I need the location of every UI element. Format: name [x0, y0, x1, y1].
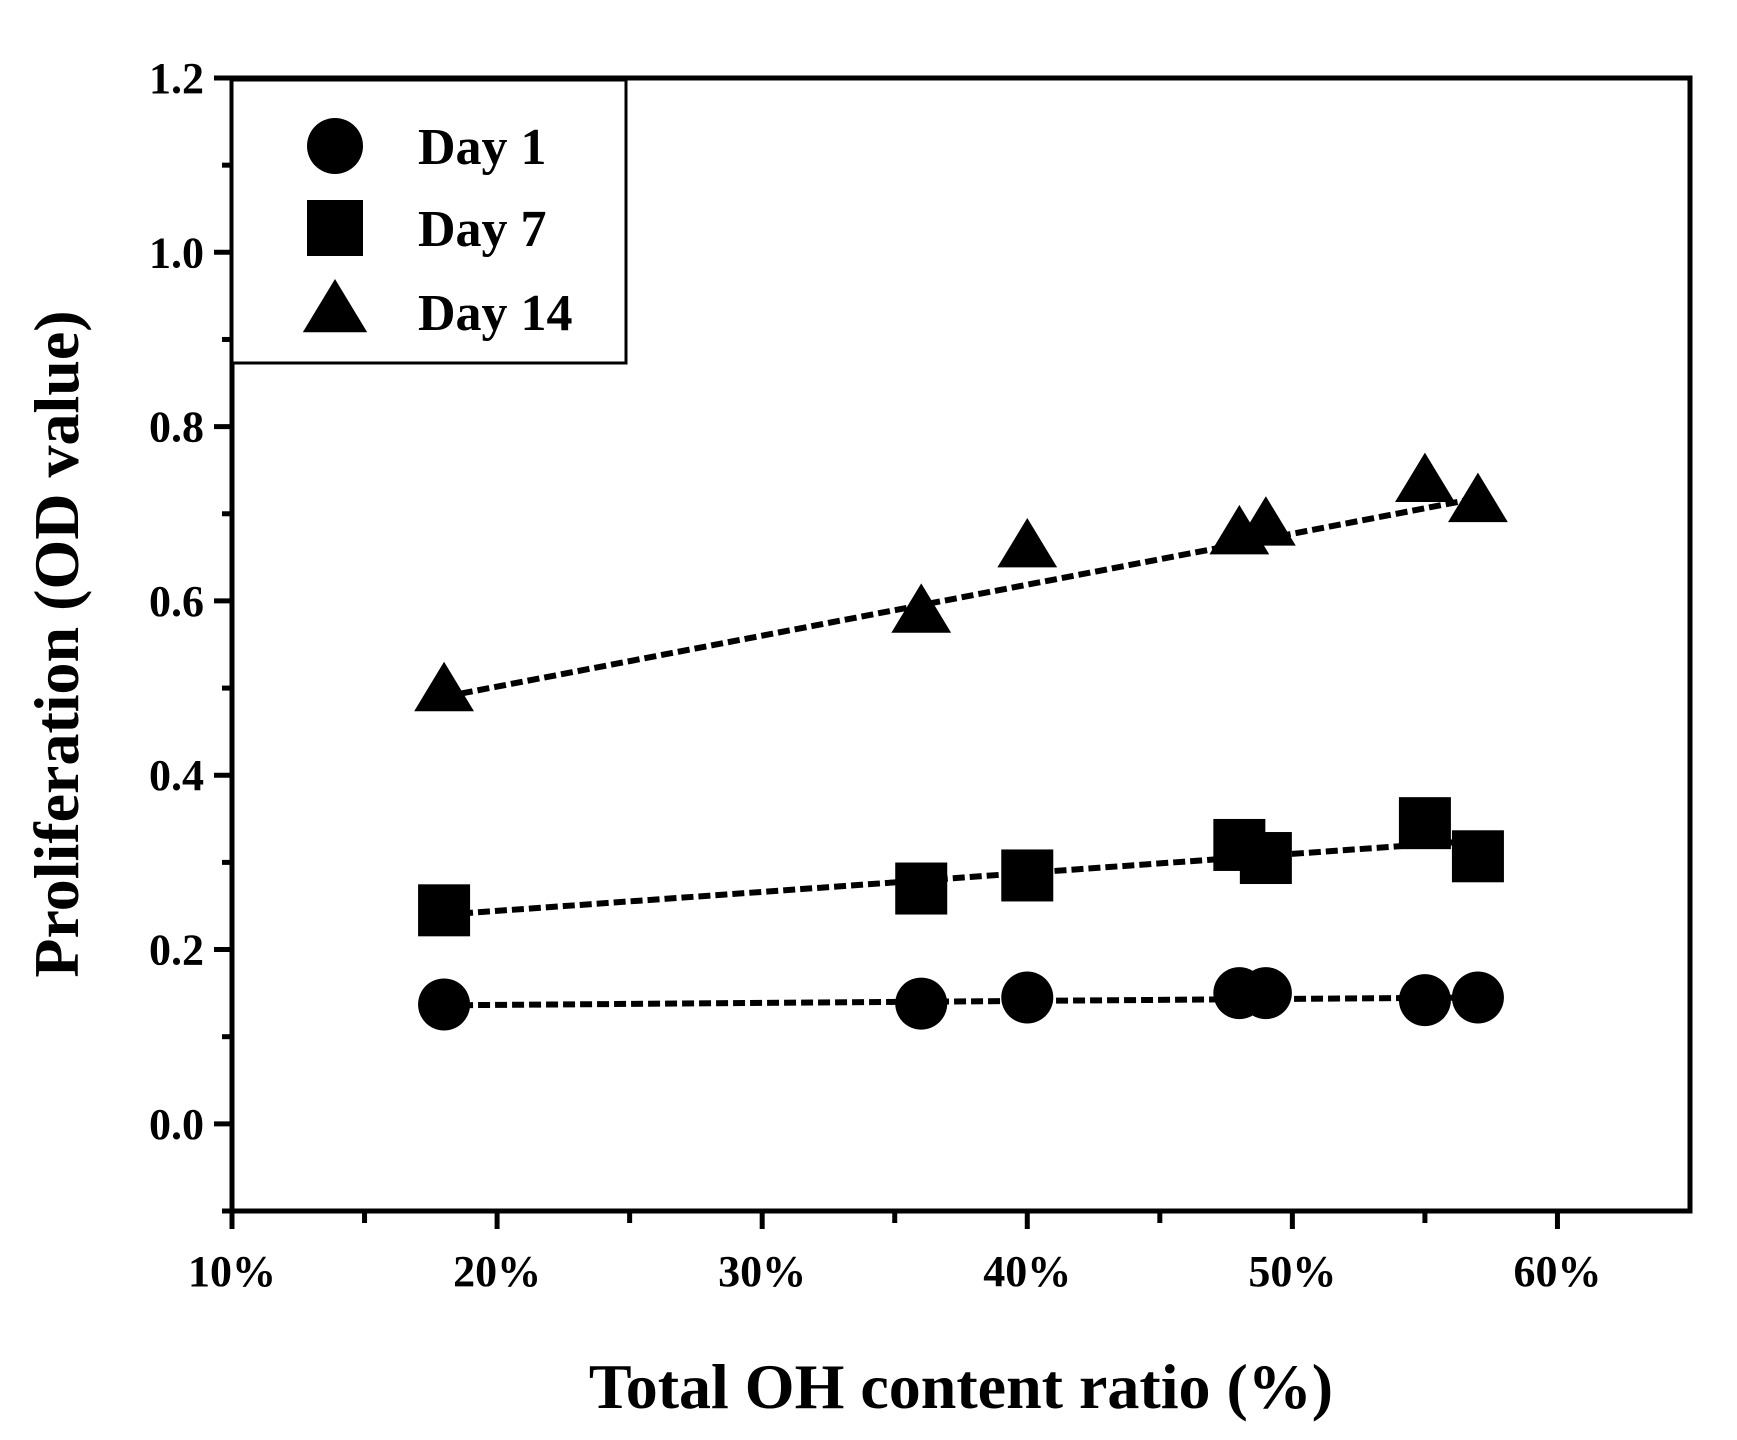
- y-tick-label: 1.2: [149, 54, 204, 103]
- y-tick-label: 1.0: [149, 228, 204, 277]
- y-axis-ticks: 0.0 0.2 0.4 0.6 0.8 1.0 1.2: [149, 54, 232, 1214]
- point-day-7: [1398, 797, 1451, 850]
- fit-line-day-14: [443, 495, 1479, 700]
- point-day-7: [1001, 849, 1054, 902]
- x-tick-label: 50%: [1248, 1247, 1336, 1296]
- legend-label-day-7: Day 7: [418, 201, 547, 258]
- point-day-1: [1239, 967, 1292, 1020]
- point-day-14: [1395, 452, 1455, 503]
- fit-line-day-1: [444, 994, 1478, 1009]
- x-tick-label: 30%: [718, 1247, 806, 1296]
- point-day-14: [891, 583, 952, 633]
- y-tick-label: 0.8: [149, 403, 204, 452]
- point-day-14: [1448, 472, 1508, 523]
- legend-label-day-14: Day 14: [418, 285, 573, 342]
- point-day-14: [997, 518, 1058, 568]
- legend: Day 1 Day 7 Day 14: [230, 78, 628, 365]
- fit-line-day-7: [443, 837, 1479, 918]
- y-tick-label: 0.2: [149, 926, 204, 975]
- legend-marker-day-14: [302, 279, 368, 333]
- point-day-14: [414, 661, 474, 712]
- point-day-1: [1451, 971, 1504, 1024]
- legend-marker-day-7: [307, 200, 363, 256]
- point-day-7: [418, 884, 471, 937]
- fit-lines: [443, 495, 1479, 1009]
- legend-label-day-1: Day 1: [418, 119, 547, 176]
- point-day-1: [1398, 974, 1451, 1027]
- x-axis-ticks: 10% 20% 30% 40% 50% 60%: [188, 1211, 1601, 1296]
- point-day-7: [1239, 832, 1292, 885]
- x-tick-label: 20%: [453, 1247, 541, 1296]
- x-axis-title: Total OH content ratio (%): [589, 1351, 1333, 1422]
- legend-marker-day-1: [307, 118, 363, 174]
- point-day-1: [1001, 971, 1054, 1024]
- point-day-7: [1451, 830, 1504, 883]
- plot-frame: [229, 75, 1693, 1214]
- y-tick-label: 0.4: [149, 751, 204, 800]
- y-axis-title: Proliferation (OD value): [21, 310, 92, 977]
- legend-box: [230, 78, 628, 365]
- y-tick-label: 0.6: [149, 577, 204, 626]
- y-tick-label: 0.0: [149, 1100, 204, 1149]
- data-points: [414, 452, 1508, 1031]
- point-day-1: [895, 977, 948, 1030]
- x-tick-label: 60%: [1513, 1247, 1601, 1296]
- x-tick-label: 10%: [188, 1247, 276, 1296]
- point-day-1: [418, 978, 471, 1031]
- point-day-14: [1235, 496, 1296, 546]
- point-day-7: [895, 862, 948, 915]
- x-tick-label: 40%: [983, 1247, 1071, 1296]
